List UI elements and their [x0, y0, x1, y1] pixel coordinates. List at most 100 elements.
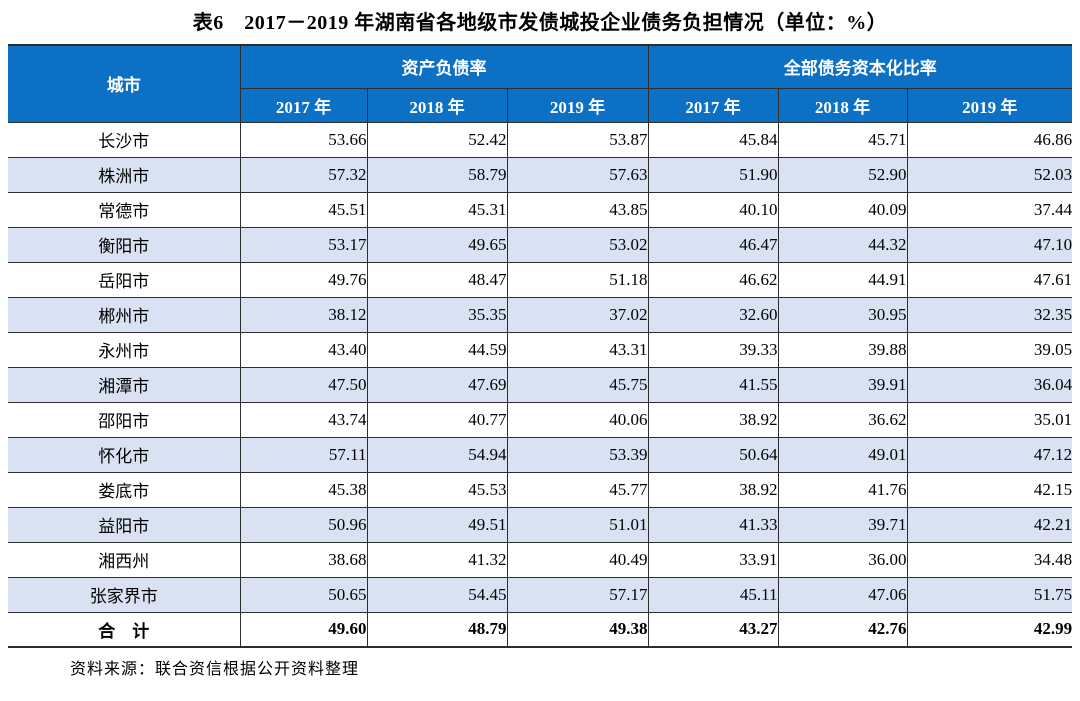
value-cell: 41.33: [648, 507, 779, 542]
value-cell: 38.12: [240, 297, 368, 332]
total-row: 合 计 49.60 48.79 49.38 43.27 42.76 42.99: [8, 612, 1073, 647]
value-cell: 46.47: [648, 227, 779, 262]
value-cell: 58.79: [367, 157, 508, 192]
value-cell: 49.51: [367, 507, 508, 542]
table-row: 娄底市 45.38 45.53 45.77 38.92 41.76 42.15: [8, 472, 1073, 507]
table-row: 怀化市 57.11 54.94 53.39 50.64 49.01 47.12: [8, 437, 1073, 472]
value-cell: 47.69: [367, 367, 508, 402]
table-row: 益阳市 50.96 49.51 51.01 41.33 39.71 42.21: [8, 507, 1073, 542]
city-cell: 岳阳市: [8, 262, 241, 297]
table-row: 常德市 45.51 45.31 43.85 40.10 40.09 37.44: [8, 192, 1073, 227]
city-cell: 张家界市: [8, 577, 241, 612]
value-cell: 46.62: [648, 262, 779, 297]
value-cell: 40.06: [507, 402, 649, 437]
value-cell: 47.12: [1033, 444, 1073, 464]
year-header-cell: 2018 年: [778, 88, 908, 122]
value-cell: 45.75: [507, 367, 649, 402]
value-cell: 45.77: [507, 472, 649, 507]
value-cell: 45.51: [240, 192, 368, 227]
header-group-row: 城市 资产负债率 全部债务资本化比率: [8, 45, 1073, 122]
value-cell: 37.02: [507, 297, 649, 332]
city-cell: 益阳市: [8, 507, 241, 542]
total-value-cell: 42.99: [1033, 619, 1073, 639]
value-cell: 43.74: [240, 402, 368, 437]
year-header-cell: 2018 年: [367, 88, 508, 122]
year-header-cell: 2019 年: [507, 88, 649, 122]
value-cell: 53.17: [240, 227, 368, 262]
value-cell: 53.39: [507, 437, 649, 472]
year-header-cell: 2017 年: [648, 88, 779, 122]
value-cell: 41.32: [367, 542, 508, 577]
value-cell: 51.18: [507, 262, 649, 297]
table-row: 衡阳市 53.17 49.65 53.02 46.47 44.32 47.10: [8, 227, 1073, 262]
city-cell: 湘西州: [8, 542, 241, 577]
table-row: 湘西州 38.68 41.32 40.49 33.91 36.00 34.48: [8, 542, 1073, 577]
table-header: 城市 资产负债率 全部债务资本化比率 2017 年 2018 年 2019 年 …: [8, 45, 1073, 122]
table-row: 郴州市 38.12 35.35 37.02 32.60 30.95 32.35: [8, 297, 1073, 332]
value-cell: 38.92: [648, 402, 779, 437]
total-value-cell: 49.38: [507, 612, 649, 647]
table-row: 长沙市 53.66 52.42 53.87 45.84 45.71 46.86: [8, 122, 1073, 157]
value-cell: 39.05: [1033, 339, 1073, 359]
city-cell: 衡阳市: [8, 227, 241, 262]
value-cell: 53.02: [507, 227, 649, 262]
total-value-cell: 43.27: [648, 612, 779, 647]
value-cell: 40.49: [507, 542, 649, 577]
table-row: 张家界市 50.65 54.45 57.17 45.11 47.06 51.75: [8, 577, 1073, 612]
value-cell: 35.35: [367, 297, 508, 332]
table-row: 株洲市 57.32 58.79 57.63 51.90 52.90 52.03: [8, 157, 1073, 192]
value-cell: 47.50: [240, 367, 368, 402]
value-cell: 52.03: [1033, 164, 1073, 184]
city-cell: 株洲市: [8, 157, 241, 192]
value-cell: 46.86: [1033, 129, 1073, 149]
city-column-header: 城市: [8, 45, 241, 122]
value-cell: 32.35: [1033, 304, 1073, 324]
value-cell: 39.91: [778, 367, 908, 402]
value-cell: 45.84: [648, 122, 779, 157]
table-body: 长沙市 53.66 52.42 53.87 45.84 45.71 46.86 …: [8, 122, 1073, 647]
year-header-cell: 2019 年: [907, 88, 1073, 122]
city-cell: 邵阳市: [8, 402, 241, 437]
value-cell: 47.06: [778, 577, 908, 612]
city-cell: 怀化市: [8, 437, 241, 472]
value-cell: 53.87: [507, 122, 649, 157]
value-cell: 43.40: [240, 332, 368, 367]
value-cell: 50.64: [648, 437, 779, 472]
value-cell: 48.47: [367, 262, 508, 297]
value-cell: 43.85: [507, 192, 649, 227]
value-cell: 44.91: [778, 262, 908, 297]
debt-burden-table: 城市 资产负债率 全部债务资本化比率 2017 年 2018 年 2019 年 …: [8, 44, 1073, 648]
value-cell: 44.59: [367, 332, 508, 367]
value-cell: 30.95: [778, 297, 908, 332]
value-cell: 38.68: [240, 542, 368, 577]
total-label-cell: 合 计: [8, 612, 241, 647]
city-cell: 永州市: [8, 332, 241, 367]
source-note: 资料来源：联合资信根据公开资料整理: [70, 661, 360, 678]
value-cell: 33.91: [648, 542, 779, 577]
year-header-cell: 2017 年: [240, 88, 368, 122]
value-cell: 45.11: [648, 577, 779, 612]
value-cell: 51.90: [648, 157, 779, 192]
value-cell: 36.00: [778, 542, 908, 577]
report-page: 表6 2017－2019 年湖南省各地级市发债城投企业债务负担情况（单位：%） …: [8, 12, 1073, 678]
value-cell: 32.60: [648, 297, 779, 332]
value-cell: 38.92: [648, 472, 779, 507]
value-cell: 49.65: [367, 227, 508, 262]
value-cell: 34.48: [1033, 549, 1073, 569]
total-value-cell: 49.60: [240, 612, 368, 647]
value-cell: 49.76: [240, 262, 368, 297]
value-cell: 36.04: [1033, 374, 1073, 394]
value-cell: 53.66: [240, 122, 368, 157]
table-row: 湘潭市 47.50 47.69 45.75 41.55 39.91 36.04: [8, 367, 1073, 402]
value-cell: 42.21: [1033, 514, 1073, 534]
value-cell: 45.38: [240, 472, 368, 507]
value-cell: 40.77: [367, 402, 508, 437]
value-cell: 57.32: [240, 157, 368, 192]
city-cell: 湘潭市: [8, 367, 241, 402]
value-cell: 41.76: [778, 472, 908, 507]
city-cell: 长沙市: [8, 122, 241, 157]
value-cell: 41.55: [648, 367, 779, 402]
group-header-asset-liability-ratio: 资产负债率: [240, 45, 649, 88]
value-cell: 57.11: [240, 437, 368, 472]
value-cell: 47.61: [1033, 269, 1073, 289]
